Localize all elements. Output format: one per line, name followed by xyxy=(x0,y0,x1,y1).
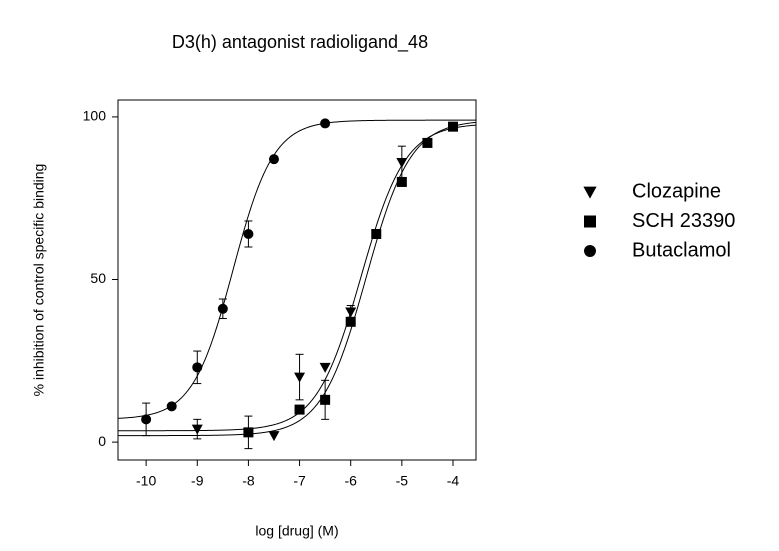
x-tick-label: -8 xyxy=(242,473,255,489)
x-tick-label: -5 xyxy=(396,473,409,489)
legend-label: Clozapine xyxy=(632,180,721,202)
point xyxy=(294,404,305,415)
point xyxy=(191,424,203,435)
x-tick-label: -10 xyxy=(136,473,156,489)
fit-curve xyxy=(117,119,476,419)
point xyxy=(217,303,228,314)
point xyxy=(345,316,356,327)
point xyxy=(396,157,408,168)
fit-curve xyxy=(118,121,477,437)
point xyxy=(268,431,280,442)
legend-label: SCH 23390 xyxy=(632,210,735,232)
y-axis-label: % inhibition of control specific binding xyxy=(31,164,47,397)
x-axis-label: log [drug] (M) xyxy=(255,523,338,539)
point xyxy=(243,427,254,438)
y-tick-label: 100 xyxy=(83,108,107,124)
point xyxy=(192,362,203,373)
legend-marker xyxy=(584,245,596,257)
legend-label: Butaclamol xyxy=(632,239,731,261)
point xyxy=(294,372,306,383)
point xyxy=(268,154,279,165)
chart-title: D3(h) antagonist radioligand_48 xyxy=(172,32,428,53)
legend-marker xyxy=(584,215,596,228)
point xyxy=(319,362,331,373)
point xyxy=(396,176,407,187)
point xyxy=(243,228,254,239)
legend-marker xyxy=(583,186,597,199)
point xyxy=(166,401,177,412)
point xyxy=(345,307,357,318)
point xyxy=(422,137,433,148)
y-tick-label: 50 xyxy=(90,270,106,286)
point xyxy=(447,121,458,132)
x-tick-label: -7 xyxy=(293,473,306,489)
x-tick-label: -4 xyxy=(447,473,460,489)
x-tick-label: -6 xyxy=(344,473,357,489)
point xyxy=(141,414,152,425)
point xyxy=(371,228,382,239)
point xyxy=(320,394,331,405)
y-tick-label: 0 xyxy=(98,433,106,449)
x-tick-label: -9 xyxy=(191,473,204,489)
point xyxy=(320,118,331,129)
fit-curve xyxy=(118,124,477,432)
